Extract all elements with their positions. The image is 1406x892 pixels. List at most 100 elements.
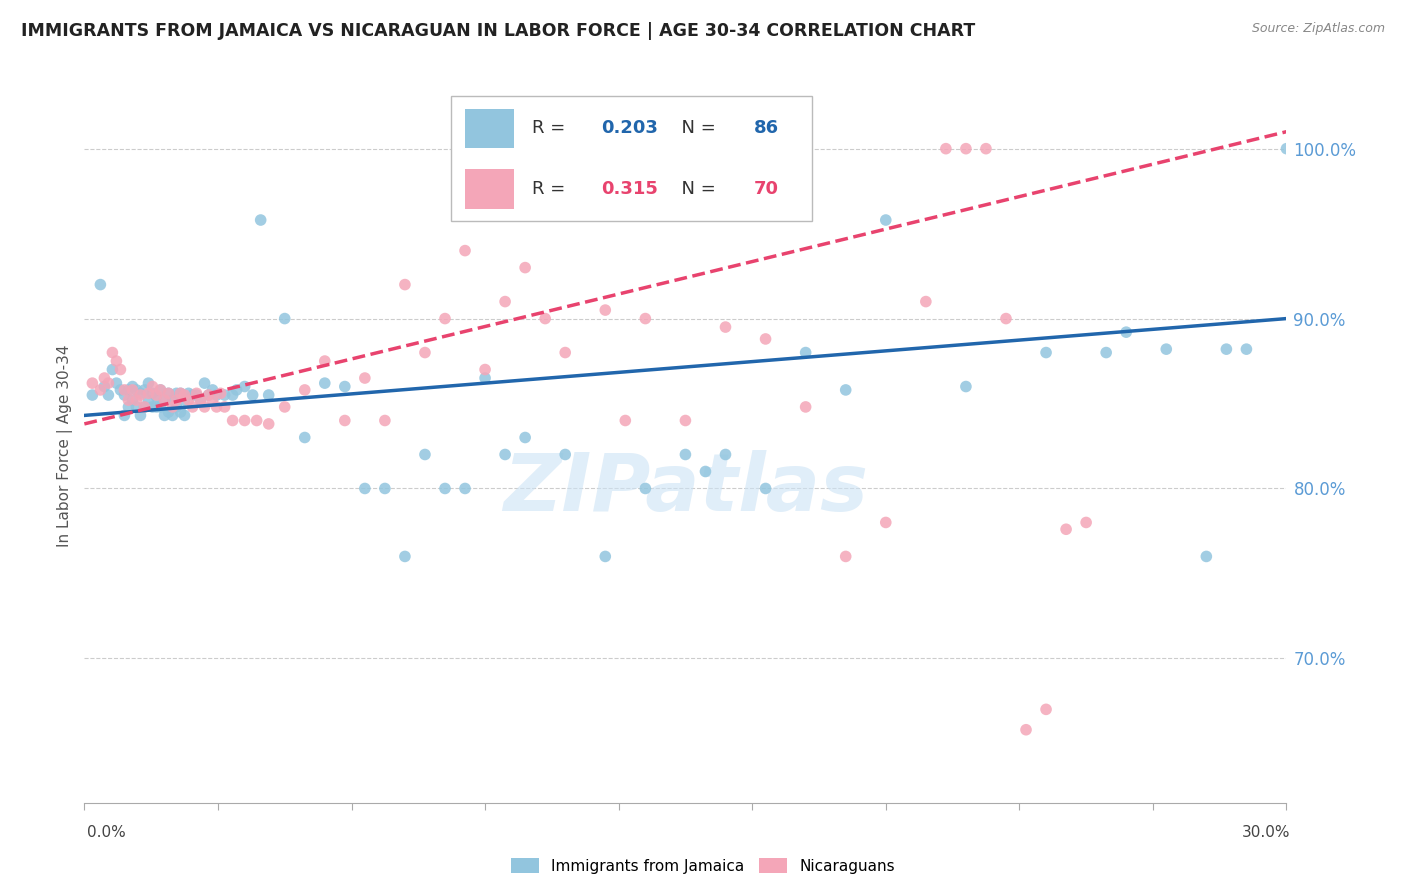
Point [221, 388, 243, 402]
Point [157, 405, 180, 419]
Point [794, 345, 817, 359]
Point [221, 413, 243, 427]
FancyBboxPatch shape [451, 96, 811, 221]
Point [162, 393, 184, 408]
Point [294, 430, 316, 444]
Point [249, 213, 271, 227]
Point [110, 383, 132, 397]
Point [634, 482, 657, 496]
Point [157, 386, 180, 401]
Point [257, 417, 280, 431]
Point [162, 400, 184, 414]
Point [166, 400, 188, 414]
Point [794, 400, 817, 414]
Point [534, 311, 557, 326]
Text: R =: R = [531, 180, 571, 198]
Point [114, 383, 135, 397]
Point [105, 354, 128, 368]
Y-axis label: In Labor Force | Age 30-34: In Labor Force | Age 30-34 [58, 344, 73, 548]
Point [121, 383, 143, 397]
Point [145, 390, 167, 404]
Point [755, 482, 778, 496]
Text: 0.315: 0.315 [602, 180, 658, 198]
Point [1035, 345, 1057, 359]
Point [169, 386, 191, 401]
Point [173, 409, 195, 423]
Point [214, 400, 236, 414]
Point [233, 379, 256, 393]
Point [138, 393, 160, 408]
Point [125, 400, 148, 414]
FancyBboxPatch shape [465, 169, 513, 209]
Point [149, 383, 172, 397]
Point [1234, 342, 1257, 356]
Point [93, 379, 115, 393]
Point [354, 482, 377, 496]
Point [173, 388, 195, 402]
Text: Source: ZipAtlas.com: Source: ZipAtlas.com [1251, 22, 1385, 36]
Text: 70: 70 [754, 180, 779, 198]
Text: 0.203: 0.203 [602, 120, 658, 137]
Point [201, 393, 224, 408]
Point [494, 294, 516, 309]
Point [117, 393, 139, 408]
Point [955, 379, 977, 393]
Point [190, 393, 212, 408]
Point [1076, 516, 1098, 530]
Point [177, 386, 200, 401]
Point [835, 383, 858, 397]
Point [93, 371, 115, 385]
Point [242, 388, 264, 402]
Point [97, 388, 120, 402]
Point [173, 393, 195, 408]
Point [153, 393, 176, 408]
Point [117, 400, 139, 414]
Point [157, 386, 180, 401]
Point [675, 448, 697, 462]
Point [205, 388, 228, 402]
Point [454, 482, 477, 496]
Point [138, 376, 160, 391]
Point [875, 213, 897, 227]
Point [595, 549, 617, 564]
Point [121, 379, 143, 393]
Point [101, 362, 124, 376]
Point [105, 376, 128, 391]
Point [194, 376, 217, 391]
Point [333, 379, 356, 393]
Point [117, 383, 139, 397]
Point [274, 311, 297, 326]
Text: N =: N = [669, 120, 721, 137]
Point [434, 482, 457, 496]
Point [181, 400, 204, 414]
Point [614, 413, 637, 427]
Point [474, 362, 496, 376]
Point [134, 400, 156, 414]
FancyBboxPatch shape [465, 109, 513, 148]
Point [82, 388, 104, 402]
Point [209, 386, 232, 401]
Point [201, 383, 224, 397]
Point [274, 400, 297, 414]
Point [125, 393, 148, 408]
Point [114, 388, 135, 402]
Point [915, 294, 938, 309]
Point [141, 379, 163, 393]
Point [125, 383, 148, 397]
Point [134, 400, 156, 414]
Point [374, 482, 396, 496]
Text: 30.0%: 30.0% [1243, 825, 1291, 840]
Point [169, 405, 191, 419]
Point [257, 388, 280, 402]
Text: 86: 86 [754, 120, 779, 137]
Point [314, 354, 336, 368]
Point [129, 386, 152, 401]
Point [1195, 549, 1218, 564]
Point [1035, 702, 1057, 716]
Point [354, 371, 377, 385]
Point [89, 383, 111, 397]
Point [595, 303, 617, 318]
Point [394, 277, 416, 292]
Point [186, 386, 208, 401]
Legend: Immigrants from Jamaica, Nicaraguans: Immigrants from Jamaica, Nicaraguans [505, 852, 901, 880]
